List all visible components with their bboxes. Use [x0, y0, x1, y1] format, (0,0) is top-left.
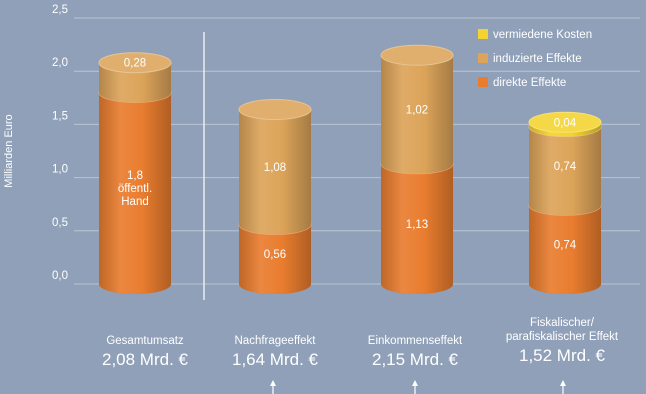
segment-value-label: 0,04	[554, 117, 577, 129]
segment-value-label: 1,8 öffentl. Hand	[118, 170, 152, 208]
segment-top	[238, 99, 312, 121]
cylinder-segment	[239, 224, 311, 294]
cylinder-segment	[529, 205, 601, 294]
legend-label: vermiedene Kosten	[493, 29, 592, 41]
segment-value-label: 1,13	[406, 219, 428, 231]
category-total: 2,08 Mrd. €	[102, 350, 188, 369]
legend-label: direkte Effekte	[493, 77, 566, 89]
y-axis-label: Milliarden Euro	[3, 114, 15, 187]
segment-top	[528, 111, 602, 133]
legend-swatch	[478, 53, 488, 63]
category-name: Nachfrageeffekt	[234, 335, 316, 347]
y-tick-label: 2,5	[52, 4, 68, 16]
legend-swatch	[478, 77, 488, 87]
legend-swatch	[478, 29, 488, 39]
category-caption: Gesamtumsatz 2,08 Mrd. €	[70, 334, 220, 370]
segment-value-label: 1,02	[406, 105, 428, 117]
category-total: 1,52 Mrd. €	[519, 346, 605, 365]
category-name: Fiskalischer/ parafiskalischer Effekt	[505, 317, 619, 343]
category-name: Einkommenseffekt	[367, 335, 463, 347]
cylinder-segment	[529, 122, 601, 137]
legend-label: induzierte Effekte	[493, 53, 582, 65]
segment-value-label: 1,08	[264, 162, 286, 174]
category-total: 2,15 Mrd. €	[372, 350, 458, 369]
cylinder-segment	[239, 109, 311, 235]
cylinder-segment	[99, 92, 171, 294]
category-caption: Nachfrageeffekt 1,64 Mrd. €	[200, 334, 350, 370]
segment-value-label: 0,56	[264, 249, 286, 261]
segment-value-label: 0,28	[124, 58, 146, 70]
cylinder-segment	[529, 126, 601, 216]
segment-top	[98, 52, 172, 74]
y-tick-label: 1,5	[52, 110, 68, 122]
arrow-icon	[412, 380, 418, 386]
y-tick-label: 1,0	[52, 164, 68, 176]
segment-value-label: 0,74	[554, 240, 577, 252]
y-tick-label: 0,0	[52, 270, 68, 282]
y-tick-label: 2,0	[52, 57, 68, 69]
category-name: Gesamtumsatz	[106, 335, 184, 347]
category-caption: Einkommenseffekt 2,15 Mrd. €	[340, 334, 490, 370]
arrow-icon	[270, 380, 276, 386]
cylinder-segment	[381, 55, 453, 174]
arrow-icon	[560, 380, 566, 386]
cylinder-segment	[99, 62, 171, 103]
category-caption: Fiskalischer/ parafiskalischer Effekt 1,…	[478, 316, 646, 366]
y-tick-label: 0,5	[52, 217, 68, 229]
segment-top	[380, 44, 454, 66]
segment-value-label: 0,74	[554, 161, 577, 173]
cylinder-segment	[381, 163, 453, 294]
category-total: 1,64 Mrd. €	[232, 350, 318, 369]
